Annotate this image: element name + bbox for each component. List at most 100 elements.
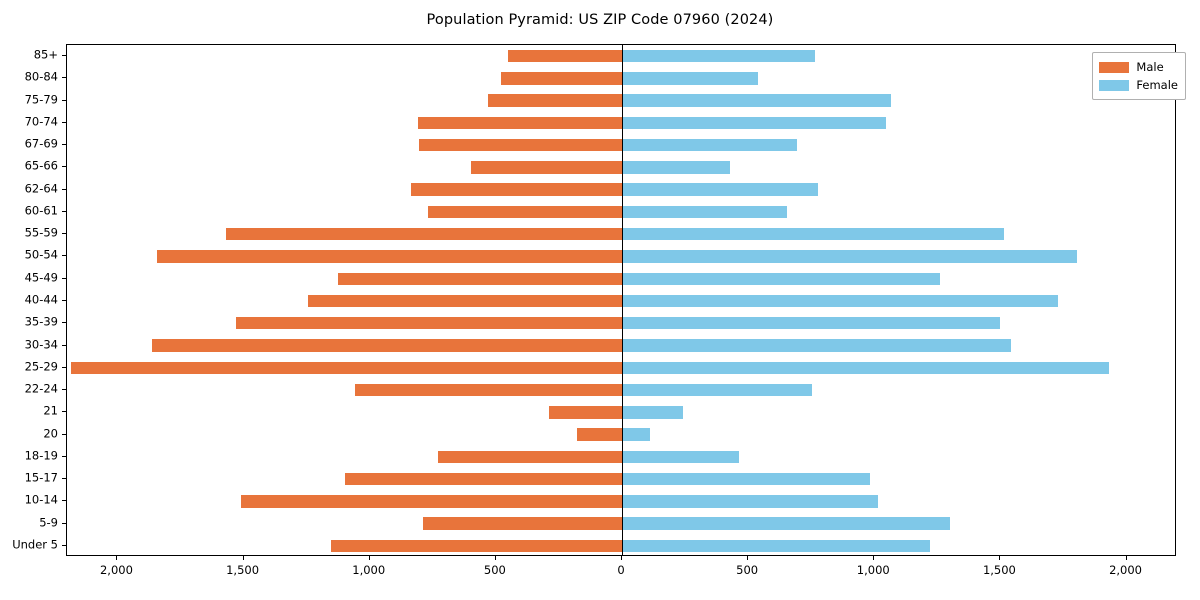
bar-female [622, 495, 879, 508]
y-tick-label: 60-61 [24, 203, 58, 218]
bar-male [225, 227, 622, 241]
pyramid-row [67, 49, 1175, 63]
chart-title: Population Pyramid: US ZIP Code 07960 (2… [426, 12, 774, 28]
y-tick-label: 65-66 [24, 158, 58, 173]
bar-male [427, 205, 622, 219]
y-tick-mark [62, 433, 66, 435]
bar-female [622, 49, 815, 63]
y-tick-label: 80-84 [24, 69, 58, 84]
x-tick-label: 1,000 [856, 563, 890, 577]
x-tick-mark [999, 556, 1001, 560]
y-tick-mark [62, 389, 66, 391]
bar-female [622, 94, 891, 107]
bar-female [622, 205, 788, 219]
bar-male [241, 495, 622, 508]
legend-item-female[interactable]: Female [1099, 76, 1178, 94]
pyramid-row [67, 383, 1175, 397]
bar-female [622, 472, 871, 486]
bar-female [622, 161, 731, 174]
bar-male [344, 472, 622, 486]
y-tick-label: 10-14 [24, 492, 58, 507]
bar-female [622, 138, 798, 152]
y-tick-mark [62, 55, 66, 57]
pyramid-row [67, 161, 1175, 174]
y-tick-label: 20 [43, 425, 58, 440]
x-tick-label: 1,500 [226, 563, 260, 577]
y-tick-label: 18-19 [24, 448, 58, 463]
bar-female [622, 428, 650, 441]
bar-female [622, 383, 813, 397]
x-tick-mark [242, 556, 244, 560]
x-tick-label: 500 [483, 563, 506, 577]
x-tick-label: 500 [736, 563, 759, 577]
bar-male [470, 161, 622, 174]
bar-male [418, 138, 622, 152]
pyramid-row [67, 250, 1175, 263]
y-tick-label: 21 [43, 403, 58, 418]
x-tick-label: 1,000 [352, 563, 386, 577]
y-tick-mark [62, 544, 66, 546]
bar-female [622, 339, 1011, 352]
y-tick-mark [62, 300, 66, 301]
y-tick-label: 67-69 [24, 136, 58, 151]
y-tick-label: 70-74 [24, 114, 58, 129]
y-tick-mark [62, 366, 66, 368]
x-tick-label: 0 [617, 563, 625, 577]
y-tick-mark [62, 255, 66, 257]
y-tick-mark [62, 522, 66, 524]
bar-male [488, 94, 622, 107]
y-tick-label: 25-29 [24, 359, 58, 374]
y-tick-mark [62, 99, 66, 101]
bar-male [330, 539, 622, 553]
pyramid-row [67, 539, 1175, 553]
bar-male [576, 428, 622, 441]
y-tick-mark [62, 121, 66, 123]
bar-male [508, 49, 622, 63]
y-tick-label: 30-34 [24, 336, 58, 351]
x-tick-mark [747, 556, 749, 560]
bar-male [307, 294, 622, 308]
y-tick-label: 22-24 [24, 381, 58, 396]
pyramid-row [67, 294, 1175, 308]
bar-female [622, 250, 1078, 263]
y-tick-label: 35-39 [24, 314, 58, 329]
y-tick-label: 45-49 [24, 269, 58, 284]
chart-legend: Male Female [1092, 52, 1186, 100]
y-tick-mark [62, 210, 66, 212]
x-tick-mark [621, 556, 622, 560]
bar-female [622, 116, 886, 130]
pyramid-row [67, 116, 1175, 130]
y-tick-mark [62, 478, 66, 480]
pyramid-row [67, 361, 1175, 374]
bar-female [622, 72, 759, 85]
pyramid-row [67, 495, 1175, 508]
pyramid-row [67, 72, 1175, 85]
bar-female [622, 294, 1059, 308]
y-tick-label: 50-54 [24, 247, 58, 262]
bars-container [67, 45, 1175, 555]
bar-female [622, 183, 818, 196]
x-tick-label: 2,000 [99, 563, 133, 577]
center-axis-line [622, 45, 623, 555]
pyramid-row [67, 183, 1175, 196]
y-tick-mark [62, 455, 66, 457]
y-tick-mark [62, 166, 66, 168]
pyramid-row [67, 450, 1175, 464]
x-tick-label: 1,500 [982, 563, 1016, 577]
y-tick-mark [62, 344, 66, 346]
y-tick-mark [62, 500, 66, 502]
y-tick-mark [62, 233, 66, 235]
bar-male [417, 116, 622, 130]
bar-female [622, 317, 1001, 330]
legend-item-male[interactable]: Male [1099, 58, 1178, 76]
bar-male [70, 361, 622, 374]
pyramid-row [67, 406, 1175, 419]
bar-female [622, 272, 940, 285]
bar-male [151, 339, 622, 352]
x-tick-label: 2,000 [1109, 563, 1142, 577]
bar-female [622, 450, 740, 464]
pyramid-row [67, 227, 1175, 241]
bar-male [338, 272, 622, 285]
bar-male [437, 450, 622, 464]
